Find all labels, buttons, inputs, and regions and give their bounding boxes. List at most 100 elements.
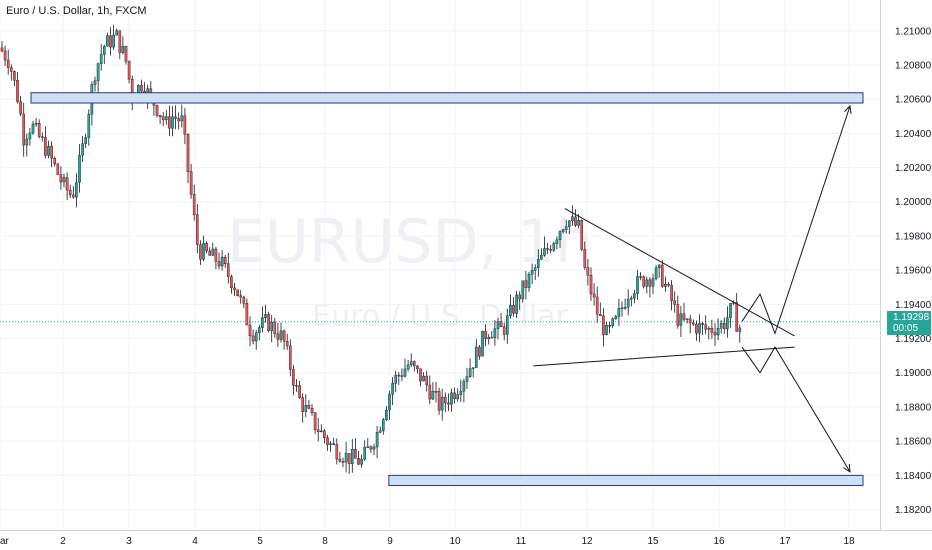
candle-body	[351, 449, 354, 465]
candle-body	[496, 321, 500, 329]
candle-body	[698, 323, 701, 334]
candle-body	[502, 326, 506, 335]
time-axis[interactable]: ar 2 3 4 5 8 9 10 11 12 15 16 17 18	[0, 536, 855, 547]
candle-body	[568, 220, 571, 227]
candle-body	[22, 113, 26, 146]
candle-body	[223, 257, 227, 264]
symbol-watermark: EURUSD, 1h Euro / U.S. Dollar	[227, 207, 593, 334]
candle-body	[512, 304, 515, 314]
candle-body	[195, 214, 199, 245]
last-price-value: 1.19298	[893, 312, 930, 323]
candle-body	[400, 375, 404, 377]
price-tick-label: 1.20400	[895, 129, 932, 140]
candle-body	[685, 318, 689, 321]
time-tick-label: 16	[713, 536, 725, 547]
candle-body	[62, 177, 66, 183]
candle-body	[713, 332, 717, 336]
price-axis[interactable]: 1.21000 1.20800 1.20600 1.20400 1.20200 1.200…	[895, 26, 932, 516]
candle-body	[574, 216, 577, 226]
candle-body	[561, 229, 565, 232]
candle-body	[93, 80, 97, 85]
time-tick-label: 10	[449, 536, 461, 547]
projection-path	[741, 105, 851, 335]
candle-body	[9, 67, 13, 72]
candle-body	[468, 368, 472, 377]
candle-body	[456, 394, 460, 400]
horizontal-zones[interactable]	[30, 92, 864, 486]
candle-body	[533, 267, 537, 271]
candle-body	[34, 123, 38, 125]
candle-body	[648, 279, 652, 287]
zone-rectangle	[388, 474, 864, 486]
candle-body	[186, 134, 190, 172]
candle-body	[112, 34, 115, 48]
candle-body	[245, 302, 249, 326]
candle-body	[537, 259, 540, 269]
candle-body	[31, 123, 35, 134]
candle-body	[676, 304, 680, 326]
candle-body	[651, 278, 655, 287]
projection-path	[741, 346, 851, 473]
candle-body	[106, 35, 109, 47]
candle-body	[530, 269, 534, 275]
candle-body	[192, 194, 196, 215]
candle-body	[704, 324, 707, 330]
candle-body	[121, 46, 125, 53]
chart-title: Euro / U.S. Dollar, 1h, FXCM	[6, 5, 147, 17]
candle-body	[37, 123, 41, 137]
time-tick-label: 15	[647, 536, 659, 547]
candle-body	[164, 116, 168, 120]
candle-body	[630, 297, 633, 300]
time-tick-label: 9	[387, 536, 393, 547]
trend-line	[533, 346, 795, 367]
candle-body	[450, 392, 453, 405]
candle-body	[388, 394, 391, 411]
candle-body	[475, 346, 478, 368]
time-tick-label: 5	[257, 536, 263, 547]
candle-body	[614, 316, 618, 319]
candle-body	[710, 328, 714, 333]
candle-body	[360, 458, 363, 465]
candle-body	[84, 137, 87, 144]
candle-body	[372, 446, 376, 450]
candle-body	[354, 449, 357, 459]
triangle-drawings[interactable]	[533, 208, 795, 367]
candle-body	[385, 409, 388, 420]
candle-body	[642, 276, 645, 287]
candle-body	[447, 402, 450, 405]
candle-body	[509, 304, 512, 317]
candle-body	[267, 314, 270, 331]
price-tick-label: 1.18600	[895, 437, 932, 448]
candle-body	[688, 318, 692, 324]
candle-body	[44, 137, 47, 156]
candle-body	[673, 300, 676, 305]
candle-body	[633, 293, 636, 299]
candle-body	[682, 313, 686, 320]
last-price-tag: 1.19298 00:05	[887, 311, 931, 335]
candle-body	[397, 374, 401, 377]
candle-body	[459, 390, 463, 395]
candle-body	[295, 385, 298, 387]
candle-body	[261, 317, 264, 328]
candle-body	[382, 419, 385, 431]
candle-body	[716, 328, 720, 336]
candle-body	[59, 174, 63, 183]
candle-body	[282, 330, 286, 342]
candle-body	[481, 330, 484, 357]
time-tick-label: 2	[60, 536, 66, 547]
candle-body	[174, 116, 177, 119]
candle-body	[298, 385, 301, 398]
candle-body	[161, 116, 165, 120]
arrow-head	[843, 463, 851, 473]
time-tick-label: 12	[581, 536, 593, 547]
candle-body	[189, 171, 193, 195]
candle-body	[735, 302, 738, 332]
candle-body	[344, 453, 348, 463]
bar-countdown: 00:05	[893, 323, 919, 334]
candle-body	[487, 336, 491, 340]
candle-body	[338, 458, 342, 462]
projection-arrows[interactable]	[741, 104, 852, 473]
candle-body	[679, 313, 683, 326]
candle-body	[6, 59, 10, 68]
